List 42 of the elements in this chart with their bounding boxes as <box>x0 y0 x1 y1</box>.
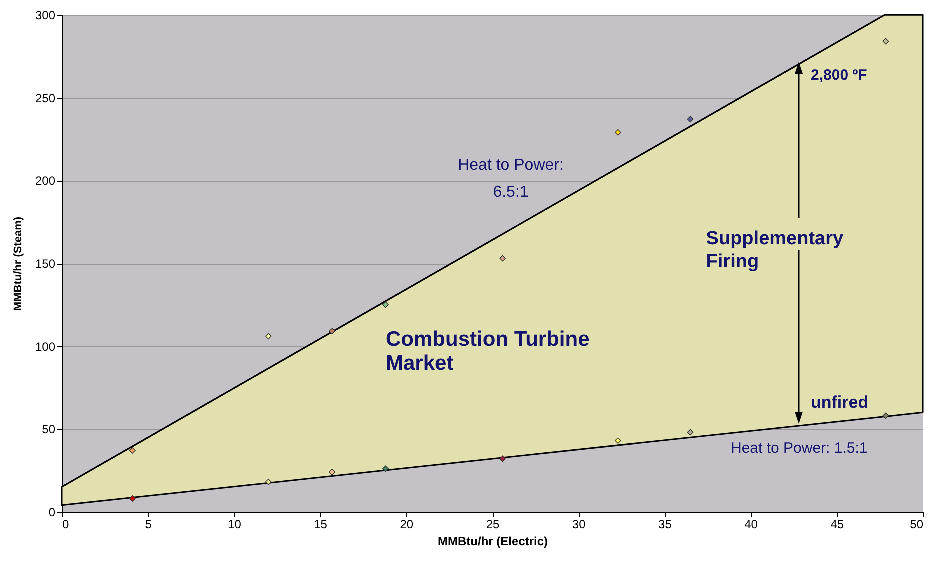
y-axis-title: MMBtu/hr (Steam) <box>12 216 24 312</box>
y-tick-label: 100 <box>35 340 56 354</box>
point <box>129 496 136 502</box>
x-tick-label: 20 <box>400 518 414 532</box>
point <box>500 255 506 262</box>
point <box>882 38 890 45</box>
y-tick-label: 0 <box>48 506 56 520</box>
y-tick-label: 250 <box>35 91 56 106</box>
point <box>382 302 389 308</box>
x-tick-label: 0 <box>62 518 70 532</box>
annotation: unfired <box>811 393 869 412</box>
x-tick-label: 50 <box>910 518 924 532</box>
point <box>265 333 272 340</box>
x-tick-label: 45 <box>830 518 844 532</box>
point <box>500 456 506 462</box>
point <box>687 116 694 123</box>
x-tick-label: 15 <box>314 518 328 532</box>
x-tick-label: 30 <box>572 518 586 532</box>
annotation: Heat to Power: 1.5:1 <box>731 440 868 457</box>
x-tick-label: 40 <box>744 518 758 532</box>
point <box>687 429 694 436</box>
y-tick-label: 200 <box>35 174 56 188</box>
point <box>329 469 336 476</box>
x-tick-label: 10 <box>228 518 242 532</box>
point <box>615 129 622 136</box>
annotation: Supplementary Firing <box>706 228 844 273</box>
point <box>382 466 389 472</box>
y-tick-label: 150 <box>35 257 56 271</box>
point <box>329 328 336 335</box>
annotation: Combustion Turbine Market <box>386 328 590 375</box>
y-tick-label: 50 <box>42 422 56 437</box>
y-tick-label: 300 <box>35 8 56 22</box>
point <box>265 479 272 486</box>
point <box>882 412 890 420</box>
x-tick-label: 25 <box>486 518 500 532</box>
x-axis-title: MMBtu/hr (Electric) <box>438 534 548 548</box>
point <box>615 438 622 444</box>
point <box>129 448 136 454</box>
x-tick-label: 5 <box>145 518 152 532</box>
annotation: 2,800 ºF <box>811 67 868 84</box>
annotation: Heat to Power: 6.5:1 <box>458 157 564 201</box>
x-tick-label: 35 <box>658 518 672 532</box>
